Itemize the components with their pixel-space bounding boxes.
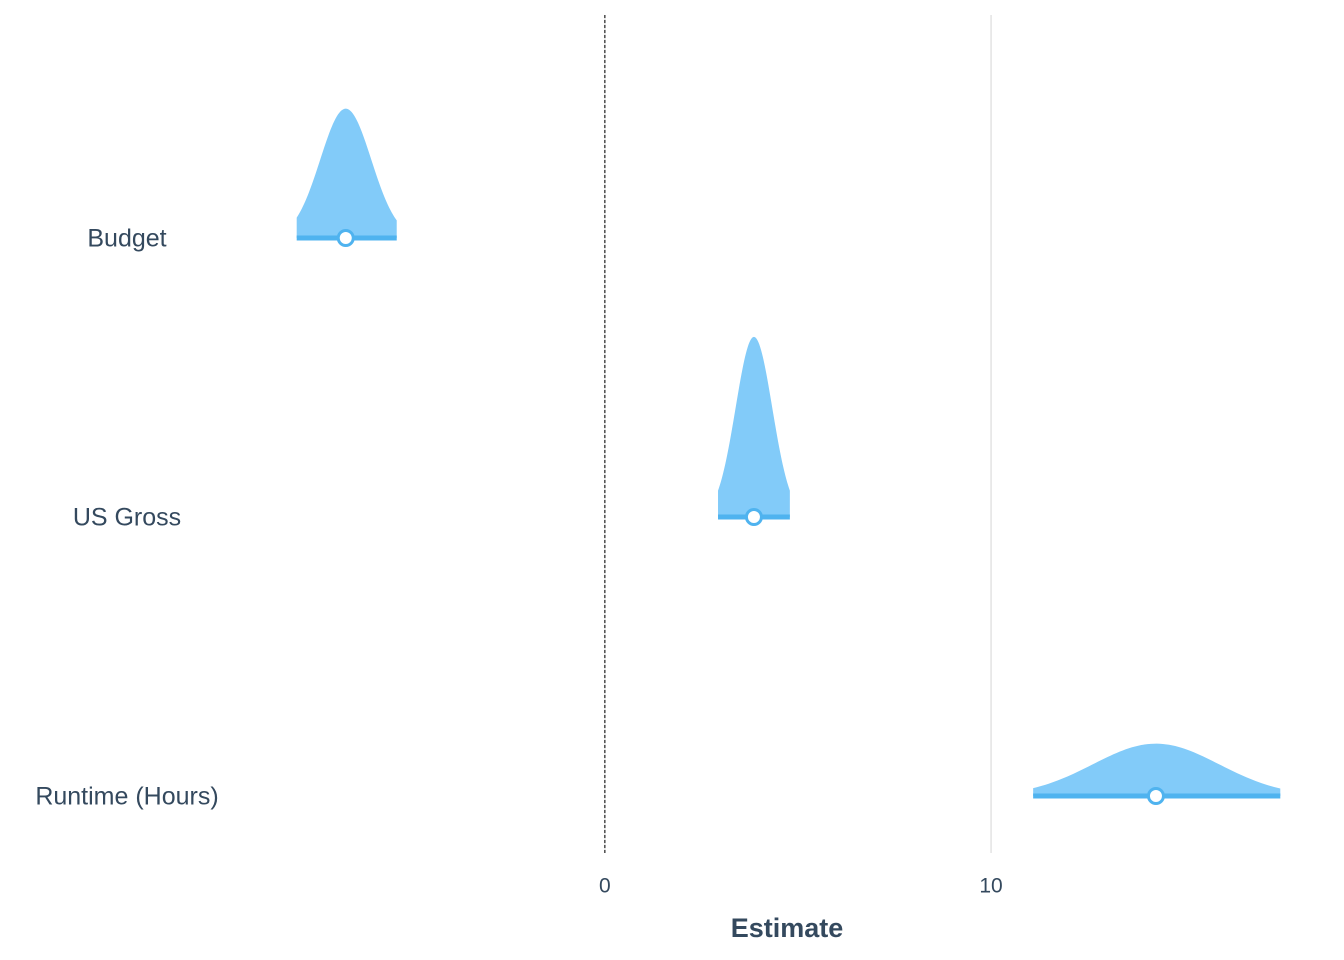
x-axis-label: Estimate [731,913,844,943]
y-tick-label: US Gross [73,504,181,532]
x-tick-label: 10 [979,875,1002,898]
point [336,229,355,247]
y-tick-label: Budget [87,225,166,253]
density [296,108,397,239]
density [718,336,790,517]
point [1146,787,1165,805]
density [1033,743,1281,796]
y-tick-label: Runtime (Hours) [35,783,218,811]
x-tick-label: 0 [599,875,611,898]
point [744,508,763,526]
